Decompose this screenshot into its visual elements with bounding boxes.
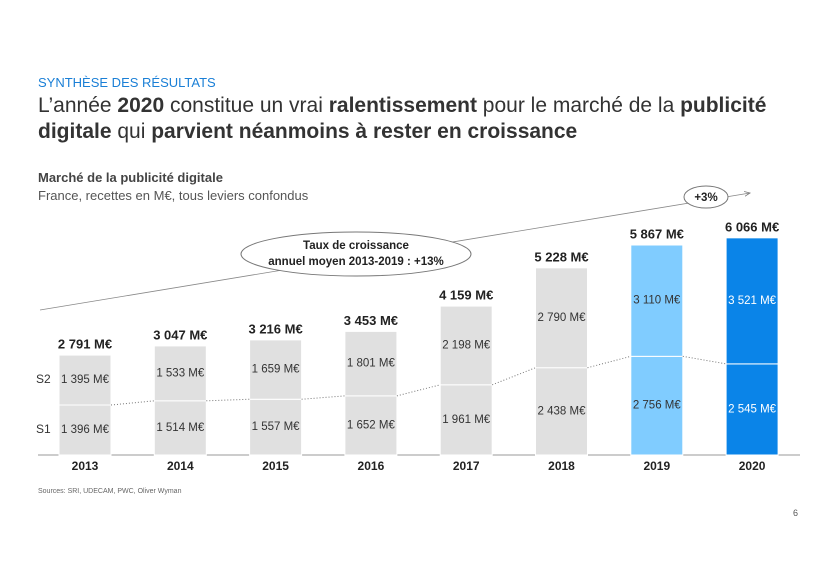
value-label: 1 514 M€ <box>156 422 205 434</box>
source: Sources: SRI, UDECAM, PWC, Oliver Wyman <box>38 488 182 495</box>
bar-segment <box>58 354 112 406</box>
value-label: 2 545 M€ <box>728 403 777 415</box>
value-label: 1 652 M€ <box>347 419 396 431</box>
x-tick-label: 2020 <box>739 459 766 473</box>
annotation-ellipse <box>240 231 472 277</box>
title-run: pour le marché de la <box>476 94 681 117</box>
bar-segment <box>535 267 588 369</box>
value-label: 1 961 M€ <box>442 414 491 426</box>
series-label: S2 <box>36 372 51 386</box>
bar-segment <box>630 355 684 456</box>
value-label: 2 438 M€ <box>538 405 587 417</box>
value-label: 2 790 M€ <box>538 312 587 324</box>
total-label: 2 791 M€ <box>58 337 112 352</box>
series-label: S1 <box>36 422 51 436</box>
bar-segment <box>153 400 207 456</box>
value-label: 1 801 M€ <box>347 358 396 370</box>
value-label: 3 110 M€ <box>633 295 681 307</box>
value-label: 2 198 M€ <box>442 339 491 351</box>
bar-segment <box>58 404 112 456</box>
slide-title: L’année 2020 constitue un vrai ralentiss… <box>38 93 766 145</box>
total-label: 6 066 M€ <box>725 219 779 234</box>
title-run: 2020 <box>117 94 165 117</box>
title-run: parvient néanmoins à rester en croissanc… <box>151 120 578 143</box>
bar-segment <box>249 339 303 400</box>
total-label: 5 867 M€ <box>630 226 684 241</box>
annotation: Taux de croissance <box>303 240 409 252</box>
annotation: +3% <box>694 192 717 204</box>
connector <box>587 355 631 369</box>
total-label: 3 216 M€ <box>248 321 302 336</box>
total-label: 3 047 M€ <box>153 327 207 342</box>
x-tick-label: 2014 <box>167 459 194 473</box>
connector <box>301 395 345 400</box>
bar-segment <box>535 367 588 456</box>
bar-segment <box>725 363 779 456</box>
title-run: constitue un vrai <box>164 94 329 117</box>
connector <box>206 398 250 402</box>
total-label: 4 159 M€ <box>439 288 493 303</box>
page-number: 6 <box>793 508 799 518</box>
title-line: digitale qui parvient néanmoins à rester… <box>38 119 766 145</box>
bar-segment <box>439 305 493 386</box>
bar-segment <box>153 345 207 402</box>
chart-title: Marché de la publicité digitale <box>38 170 223 185</box>
total-label: 3 453 M€ <box>344 313 398 328</box>
value-label: 1 533 M€ <box>156 367 205 379</box>
bar-segment <box>630 244 684 357</box>
connector <box>396 384 441 397</box>
title-run: L’année <box>38 94 118 117</box>
title-line: L’année 2020 constitue un vrai ralentiss… <box>38 93 766 119</box>
x-tick-label: 2016 <box>358 459 385 473</box>
connector <box>492 367 536 386</box>
bar-segment <box>725 237 779 365</box>
x-tick-label: 2015 <box>262 459 289 473</box>
title-run: qui <box>111 120 152 143</box>
title-run: digitale <box>38 120 112 143</box>
bar-segment <box>344 330 398 397</box>
bar-segment <box>344 395 398 456</box>
x-tick-label: 2017 <box>453 459 480 473</box>
value-label: 1 395 M€ <box>61 374 110 386</box>
value-label: 2 756 M€ <box>633 400 682 412</box>
title-run: ralentissement <box>328 94 477 117</box>
value-label: 1 659 M€ <box>252 364 301 376</box>
x-tick-label: 2019 <box>643 459 670 473</box>
value-label: 3 521 M€ <box>728 295 777 307</box>
chart-subtitle: France, recettes en M€, tous leviers con… <box>38 188 309 203</box>
section-label: SYNTHÈSE DES RÉSULTATS <box>38 75 216 90</box>
x-tick-label: 2018 <box>548 459 575 473</box>
value-label: 1 557 M€ <box>252 421 301 433</box>
value-label: 1 396 M€ <box>61 424 110 436</box>
x-tick-label: 2013 <box>72 459 99 473</box>
annotation-ellipse <box>683 185 729 209</box>
bar-segment <box>439 384 493 456</box>
connector <box>682 355 727 365</box>
connector <box>110 400 155 406</box>
annotation: annuel moyen 2013-2019 : +13% <box>268 256 443 268</box>
total-label: 5 228 M€ <box>534 249 588 264</box>
title-run: publicité <box>680 94 767 117</box>
